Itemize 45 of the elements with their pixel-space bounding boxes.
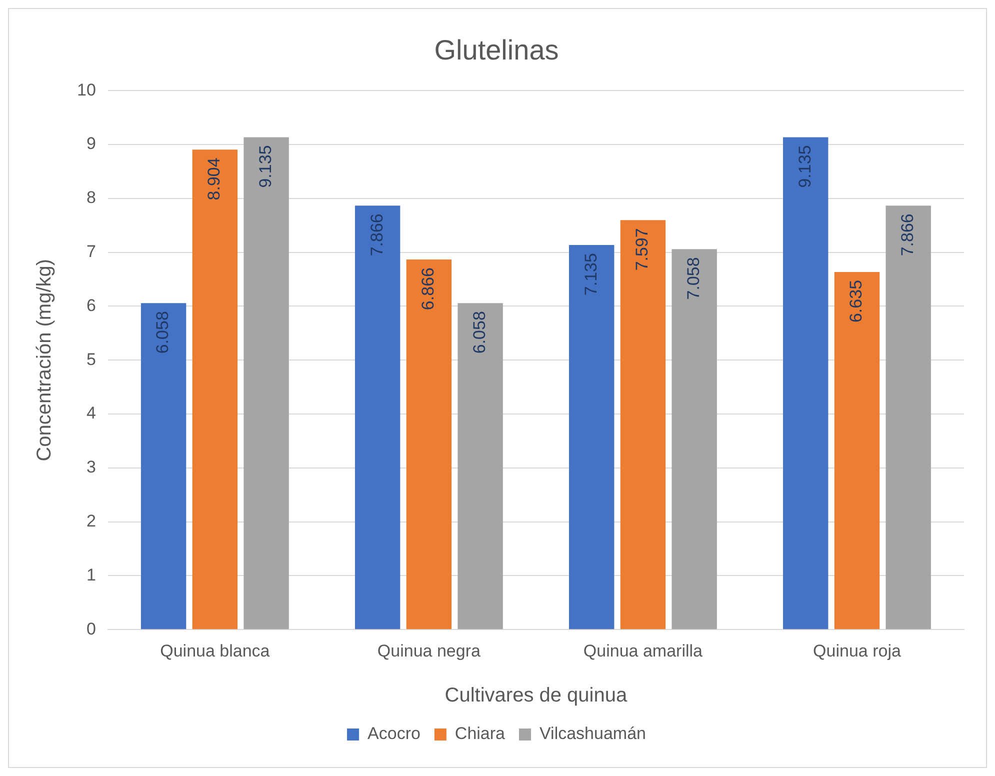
bar — [834, 272, 880, 630]
y-tick-label: 1 — [86, 565, 96, 584]
x-axis-title: Cultivares de quinua — [444, 684, 628, 707]
bar — [783, 137, 828, 630]
bar — [406, 260, 452, 630]
data-label: 7.866 — [898, 214, 918, 256]
bar — [354, 206, 400, 630]
y-tick-label: 4 — [86, 404, 96, 423]
bar — [886, 206, 931, 630]
y-tick-label: 3 — [86, 458, 96, 477]
bar — [140, 303, 186, 630]
y-axis-title: Concentración (mg/kg) — [34, 258, 56, 462]
y-tick-label: 8 — [86, 188, 96, 208]
y-tick-label: 2 — [86, 511, 96, 530]
data-label: 7.135 — [581, 253, 600, 296]
x-tick-label: Quinua negra — [377, 641, 481, 660]
data-label: 8.904 — [204, 158, 224, 200]
y-tick-label: 9 — [86, 134, 96, 154]
data-label: 9.135 — [256, 145, 275, 188]
bar — [620, 220, 666, 630]
legend-label: Chiara — [454, 724, 506, 744]
bar — [569, 245, 614, 630]
data-label: 7.597 — [632, 228, 652, 271]
bar — [672, 249, 717, 630]
data-label: 7.866 — [367, 214, 386, 256]
bar — [192, 150, 238, 630]
x-tick-label: Quinua amarilla — [583, 641, 704, 660]
bar — [458, 303, 503, 630]
bar — [244, 137, 289, 630]
data-label: 6.866 — [418, 268, 438, 310]
legend-label: Acocro — [368, 724, 420, 744]
y-tick-label: 5 — [86, 350, 96, 369]
data-label: 7.058 — [684, 257, 704, 300]
y-tick-label: 7 — [86, 242, 96, 261]
data-label: 6.058 — [470, 311, 489, 354]
chart-title: Glutelinas — [434, 34, 559, 66]
data-label: 9.135 — [795, 145, 814, 188]
x-tick-label: Quinua roja — [813, 641, 902, 660]
x-tick-label: Quinua blanca — [160, 641, 270, 660]
y-tick-label: 0 — [86, 619, 96, 638]
y-tick-label: 10 — [76, 80, 96, 100]
y-tick-label: 6 — [86, 296, 96, 315]
legend-label: Vilcashuamán — [540, 724, 646, 744]
data-label: 6.058 — [153, 311, 172, 354]
data-label: 6.635 — [846, 280, 866, 323]
